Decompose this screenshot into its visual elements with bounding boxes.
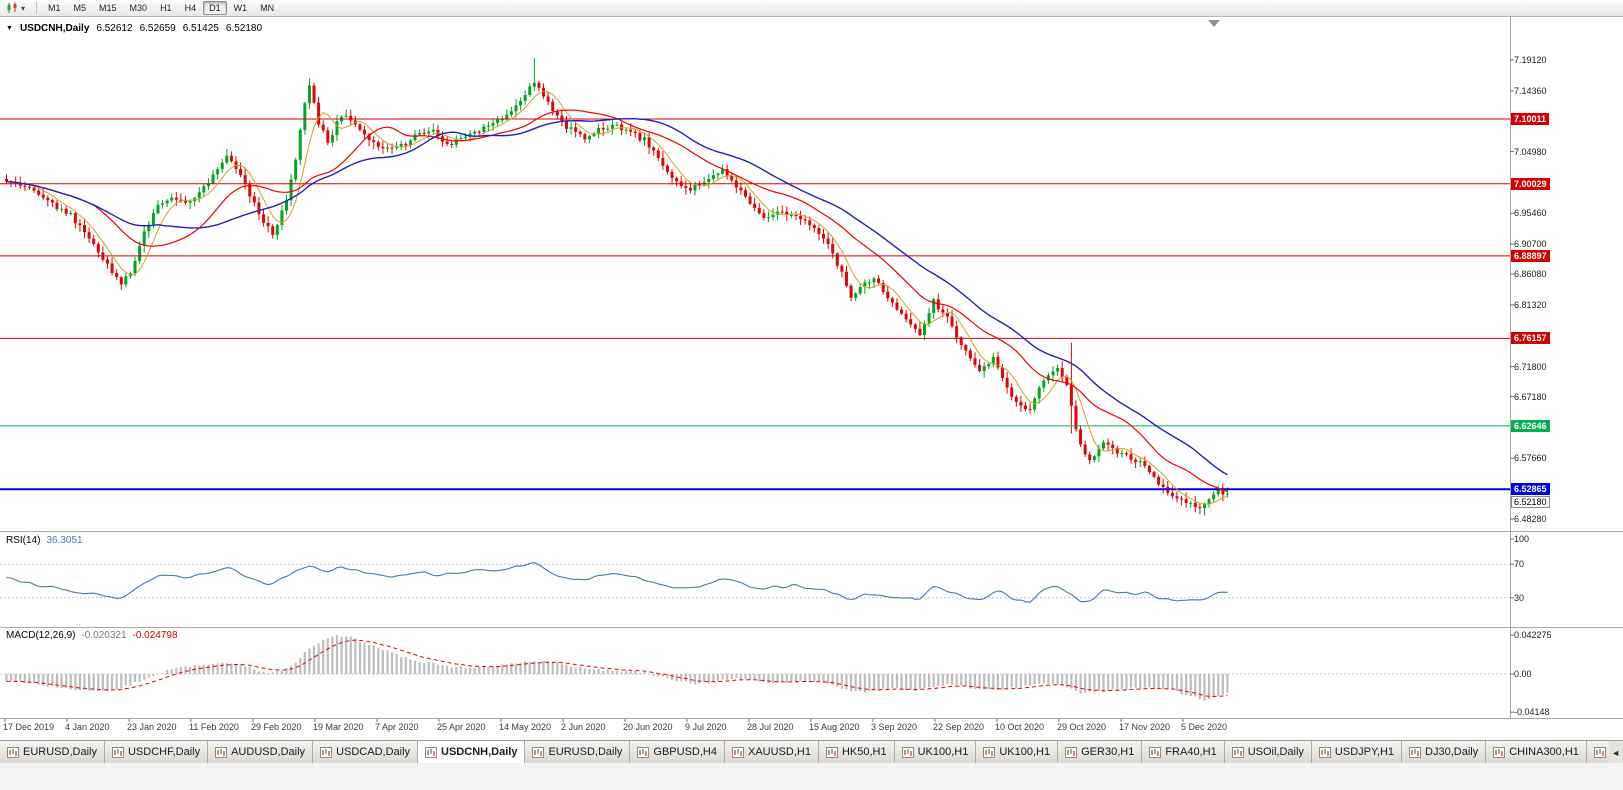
chart-tab-label: AUDUSD,Daily <box>231 746 306 758</box>
chart-tab-label: UK100,H1 <box>917 746 969 758</box>
tab-scroll-left-icon[interactable]: ◄ <box>1611 747 1620 758</box>
rsi-label: RSI(14) 36.3051 <box>6 535 83 546</box>
ohlc-close: 6.52180 <box>225 23 263 34</box>
timeframe-button-h1[interactable]: H1 <box>160 3 172 13</box>
ma-line-fast <box>6 91 1228 505</box>
chart-tab-label: DJ30,Daily <box>1425 746 1479 758</box>
chart-tab-icon <box>532 746 545 758</box>
chart-symbol-label: USDCNH,Daily <box>19 23 90 34</box>
ma-line-slow <box>6 117 1228 476</box>
macd-label: MACD(12,26,9) -0.020321 -0.024798 <box>6 630 178 641</box>
chart-tab-china300-h1[interactable]: CHINA300,H1 <box>1486 741 1587 763</box>
toolbar-separator <box>36 2 37 14</box>
chart-tab-label: GER30,H1 <box>1081 746 1135 758</box>
chart-tab-label: USDCNH,Daily <box>441 746 518 758</box>
chart-tab-icon <box>1231 746 1244 758</box>
chart-tab-icon <box>1493 746 1506 758</box>
timeframe-button-w1[interactable]: W1 <box>233 3 248 13</box>
chart-tab-usoil-daily[interactable]: USOil,Daily <box>1224 741 1312 763</box>
chart-tab-icon <box>320 746 333 758</box>
chart-tab-icon <box>1065 746 1078 758</box>
top-toolbar: ▾ M1 M5 M15 M30 H1 H4 D1 W1 MN <box>0 0 1623 17</box>
timeframe-button-m15[interactable]: M15 <box>99 3 117 13</box>
chart-tab-dj30-daily[interactable]: DJ30,Daily <box>1402 741 1487 763</box>
timeframe-button-m1[interactable]: M1 <box>48 3 61 13</box>
chart-tab-icon <box>7 746 19 758</box>
chart-tab-label: XAUUSD,H1 <box>747 746 811 758</box>
chart-tab-icon <box>1593 746 1606 758</box>
chart-tab-icon <box>637 746 650 758</box>
chart-tab-label: UK100,H1 <box>999 746 1051 758</box>
chart-shift-marker-icon[interactable] <box>1208 20 1220 27</box>
chart-tab-icon <box>825 746 838 758</box>
ohlc-open: 6.52612 <box>96 23 133 34</box>
timeframe-button-m5[interactable]: M5 <box>73 3 87 13</box>
chart-tab-label: EURUSD,Daily <box>23 746 97 758</box>
rsi-name: RSI(14) <box>6 535 41 546</box>
chart-tab-icon <box>731 746 744 758</box>
chart-tab-usdjpy-h1[interactable]: USDJPY,H1 <box>1311 741 1403 763</box>
macd-name: MACD(12,26,9) <box>6 630 76 641</box>
macd-signal-line <box>6 639 1228 697</box>
chart-tab-hk50-h1[interactable]: HK50,H1 <box>818 741 895 763</box>
chart-tab-icon <box>1149 746 1162 758</box>
chart-tab-uk100-h1[interactable]: UK100,H1 <box>894 741 977 763</box>
ohlc-high: 6.52659 <box>139 23 176 34</box>
rsi-line <box>6 562 1228 603</box>
chart-tab-label: USDCHF,Daily <box>127 746 201 758</box>
timeframe-button-mn[interactable]: MN <box>260 3 275 13</box>
macd-signal-value: -0.024798 <box>132 630 178 641</box>
chart-tab-usdcnh-daily[interactable]: USDCNH,Daily <box>418 741 526 763</box>
chart-tab-label: HK50,H1 <box>841 746 887 758</box>
chart-tab-label: USOil,Daily <box>1247 746 1304 758</box>
chart-type-icon[interactable] <box>4 1 21 16</box>
chart-tab-icon <box>111 746 124 758</box>
chart-tab-uk100-h1[interactable]: UK100,H1 <box>976 741 1059 763</box>
chart-tab-label: USDCAD,Daily <box>336 746 411 758</box>
chart-tab-fra40-h1[interactable]: FRA40,H1 <box>1142 741 1225 763</box>
candlesticks <box>5 58 1229 516</box>
chart-tab-icon <box>215 746 228 758</box>
chart-tab-icon <box>425 746 438 758</box>
chart-type-caret-icon[interactable]: ▾ <box>21 3 26 13</box>
chart-tab-bar: EURUSD,Daily USDCHF,Daily AUDUSD,Daily USDC… <box>0 740 1623 763</box>
rsi-value: 36.3051 <box>46 535 83 546</box>
macd-value: -0.020321 <box>81 630 127 641</box>
chart-tab-xauusd-h1[interactable]: XAUUSD,H1 <box>724 741 819 763</box>
chart-tab-label: FRA40,H1 <box>1165 746 1217 758</box>
timeframe-button-h4[interactable]: H4 <box>184 3 197 13</box>
ma-line-medium <box>6 109 1228 493</box>
status-strip <box>0 763 1623 790</box>
chart-title: ▼ USDCNH,Daily 6.52612 6.52659 6.51425 6… <box>6 23 262 34</box>
timeframe-button-d1[interactable]: D1 <box>203 1 227 15</box>
ohlc-low: 6.51425 <box>182 23 219 34</box>
chart-tab-usoil-h1[interactable]: USOil,H1 <box>1586 741 1609 763</box>
chart-tab-label: EURUSD,Daily <box>548 746 623 758</box>
macd-histogram <box>5 635 1229 701</box>
chart-tab-audusd-daily[interactable]: AUDUSD,Daily <box>208 741 314 763</box>
chart-tab-usdchf-daily[interactable]: USDCHF,Daily <box>104 741 209 763</box>
chart-tab-icon <box>983 746 996 758</box>
candlestick-chart-icon <box>7 2 17 13</box>
chart-tab-icon <box>901 746 914 758</box>
collapse-icon[interactable]: ▼ <box>6 25 13 32</box>
chart-tab-usdcad-daily[interactable]: USDCAD,Daily <box>313 741 419 763</box>
chart-tab-icon <box>1318 746 1331 758</box>
chart-tab-label: CHINA300,H1 <box>1509 746 1579 758</box>
chart-tab-gbpusd-h4[interactable]: GBPUSD,H4 <box>630 741 725 763</box>
chart-tab-ger30-h1[interactable]: GER30,H1 <box>1058 741 1143 763</box>
timeframe-buttons: M1 M5 M15 M30 H1 H4 D1 W1 MN <box>42 1 280 15</box>
chart-tab-eurusd-daily[interactable]: EURUSD,Daily <box>525 741 631 763</box>
chart-tab-eurusd-daily[interactable]: EURUSD,Daily <box>0 741 105 763</box>
timeframe-button-m30[interactable]: M30 <box>129 3 148 13</box>
chart-tab-icon <box>1409 746 1422 758</box>
chart-tabs: EURUSD,Daily USDCHF,Daily AUDUSD,Daily USDC… <box>0 741 1609 763</box>
chart-tab-label: USDJPY,H1 <box>1334 746 1395 758</box>
chart-tab-label: GBPUSD,H4 <box>653 746 717 758</box>
